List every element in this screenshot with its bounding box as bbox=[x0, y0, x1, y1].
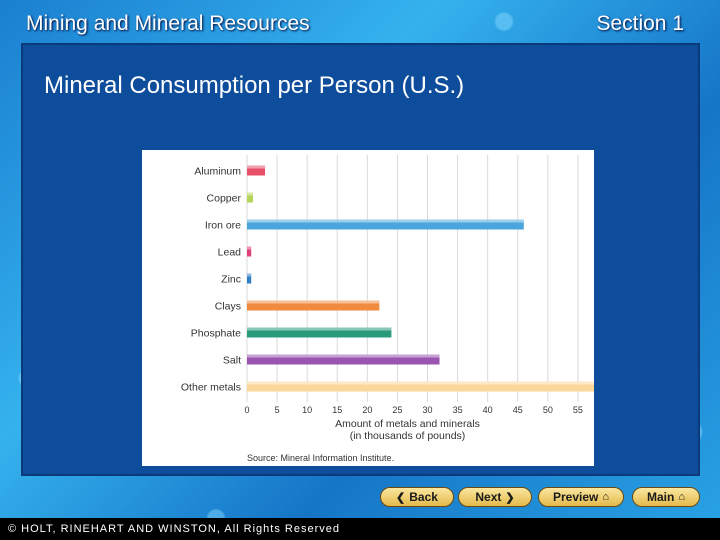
category-label: Copper bbox=[207, 193, 242, 205]
bar bbox=[247, 192, 254, 203]
x-axis-sublabel: (in thousands of pounds) bbox=[350, 430, 466, 442]
category-label: Lead bbox=[218, 247, 242, 259]
bar-highlight bbox=[247, 246, 252, 250]
x-tick-label: 30 bbox=[422, 405, 432, 415]
bar-highlight bbox=[247, 300, 380, 304]
category-label: Clays bbox=[215, 301, 241, 313]
category-label: Phosphate bbox=[191, 328, 241, 340]
next-label: Next bbox=[475, 490, 502, 504]
preview-button[interactable]: Preview ⌂ bbox=[538, 487, 624, 507]
header-title: Mining and Mineral Resources bbox=[26, 12, 310, 35]
copyright-footer: © HOLT, RINEHART AND WINSTON, All Rights… bbox=[0, 518, 720, 540]
bar bbox=[247, 219, 524, 230]
x-tick-label: 20 bbox=[362, 405, 372, 415]
bar bbox=[247, 165, 266, 176]
category-label: Other metals bbox=[181, 382, 241, 394]
bar-highlight bbox=[247, 165, 266, 169]
home-icon: ⌂ bbox=[678, 491, 685, 503]
back-button[interactable]: ❮ Back bbox=[380, 487, 454, 507]
x-tick-label: 0 bbox=[244, 405, 249, 415]
preview-label: Preview bbox=[552, 490, 599, 504]
category-label: Salt bbox=[223, 355, 241, 367]
bar-highlight bbox=[247, 381, 594, 385]
back-label: Back bbox=[409, 490, 438, 504]
x-tick-label: 15 bbox=[332, 405, 342, 415]
content-panel: Mineral Consumption per Person (U.S.) 0 5… bbox=[21, 43, 700, 476]
chevron-left-icon: ❮ bbox=[396, 491, 406, 504]
copyright-text: © HOLT, RINEHART AND WINSTON, All Rights… bbox=[8, 523, 340, 535]
bar bbox=[247, 354, 440, 365]
chart-image: 051015202530354045505560AluminumCopperIr… bbox=[142, 150, 594, 466]
bar-highlight bbox=[247, 354, 440, 358]
bar bbox=[247, 300, 380, 311]
x-tick-label: 35 bbox=[453, 405, 463, 415]
bar-chart: 051015202530354045505560AluminumCopperIr… bbox=[181, 155, 594, 463]
x-tick-label: 5 bbox=[275, 405, 280, 415]
bar bbox=[247, 327, 392, 338]
source-note: Source: Mineral Information Institute. bbox=[247, 453, 394, 463]
category-label: Zinc bbox=[221, 274, 241, 286]
category-label: Iron ore bbox=[205, 220, 241, 232]
category-label: Aluminum bbox=[194, 166, 241, 178]
main-label: Main bbox=[647, 490, 675, 504]
chevron-right-icon: ❯ bbox=[505, 491, 515, 504]
bar bbox=[247, 273, 252, 284]
x-tick-label: 10 bbox=[302, 405, 312, 415]
bar bbox=[247, 246, 252, 257]
slide-title: Mineral Consumption per Person (U.S.) bbox=[44, 72, 465, 99]
x-tick-label: 40 bbox=[483, 405, 493, 415]
bar-highlight bbox=[247, 219, 524, 223]
x-tick-label: 25 bbox=[392, 405, 402, 415]
x-axis-label: Amount of metals and minerals bbox=[335, 418, 480, 430]
bar bbox=[247, 381, 594, 392]
section-label: Section 1 bbox=[596, 12, 684, 35]
next-button[interactable]: Next ❯ bbox=[458, 487, 532, 507]
bar-highlight bbox=[247, 273, 252, 277]
x-tick-label: 45 bbox=[513, 405, 523, 415]
home-icon: ⌂ bbox=[602, 491, 610, 503]
bar-highlight bbox=[247, 192, 254, 196]
nav-bar: ❮ Back Next ❯ Preview ⌂ Main ⌂ bbox=[0, 487, 720, 507]
x-tick-label: 55 bbox=[573, 405, 583, 415]
main-button[interactable]: Main ⌂ bbox=[632, 487, 700, 507]
bar-highlight bbox=[247, 327, 392, 331]
x-tick-label: 50 bbox=[543, 405, 553, 415]
